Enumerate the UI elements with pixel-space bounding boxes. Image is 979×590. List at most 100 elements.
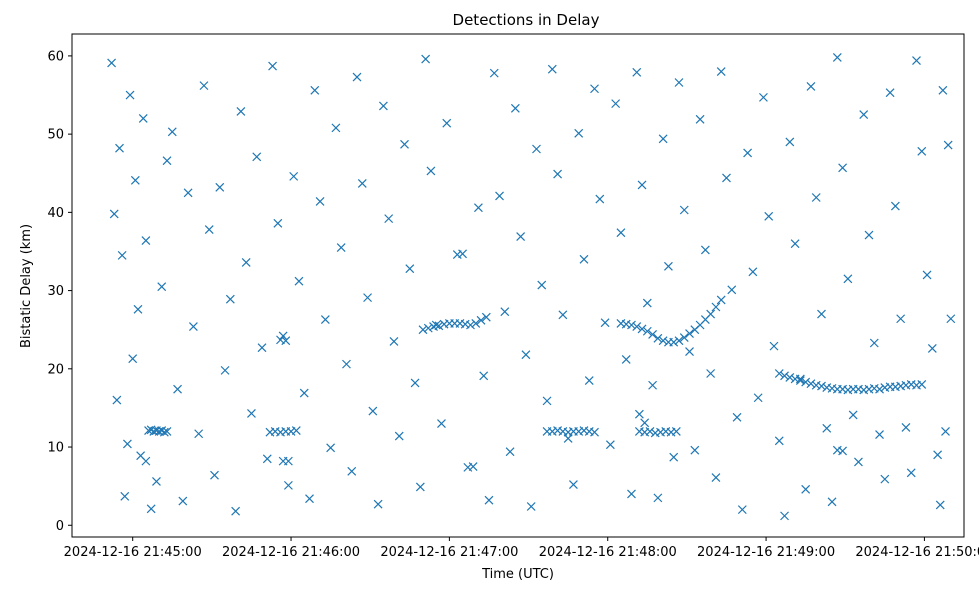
y-tick-label: 10 bbox=[47, 441, 64, 456]
data-point-marker bbox=[885, 88, 895, 98]
data-point-marker bbox=[236, 107, 246, 116]
data-point-marker bbox=[347, 466, 357, 476]
data-point-marker bbox=[927, 344, 937, 353]
data-point-marker bbox=[473, 203, 483, 213]
data-point-marker bbox=[875, 384, 884, 394]
data-point-marker bbox=[690, 445, 700, 455]
data-point-marker bbox=[600, 318, 610, 328]
data-point-marker bbox=[532, 144, 541, 154]
data-point-marker bbox=[671, 426, 681, 436]
data-point-marker bbox=[817, 309, 826, 319]
y-tick-label: 0 bbox=[56, 519, 64, 534]
data-point-marker bbox=[764, 211, 774, 221]
data-point-marker bbox=[706, 369, 716, 378]
data-point-marker bbox=[743, 148, 753, 158]
data-point-marker bbox=[120, 491, 130, 501]
y-tick-label: 60 bbox=[47, 49, 64, 64]
data-point-marker bbox=[859, 110, 869, 119]
data-point-marker bbox=[373, 499, 383, 509]
data-point-marker bbox=[669, 452, 679, 462]
data-point-marker bbox=[516, 232, 526, 242]
x-axis-title: Time (UTC) bbox=[481, 567, 554, 582]
data-point-marker bbox=[801, 484, 811, 494]
data-point-marker bbox=[122, 439, 132, 449]
x-tick-label: 2024-12-16 21:46:00 bbox=[222, 545, 360, 560]
data-point-marker bbox=[152, 477, 161, 486]
y-tick-label: 20 bbox=[47, 362, 64, 377]
data-point-marker bbox=[869, 338, 879, 348]
data-point-marker bbox=[648, 329, 658, 339]
data-point-marker bbox=[241, 257, 251, 267]
data-point-marker bbox=[563, 434, 573, 443]
data-point-marker bbox=[890, 201, 900, 211]
data-point-marker bbox=[917, 146, 927, 156]
data-point-marker bbox=[785, 137, 795, 147]
data-point-marker bbox=[611, 99, 621, 109]
data-point-marker bbox=[637, 180, 647, 190]
data-point-marker bbox=[875, 430, 884, 439]
data-point-marker bbox=[595, 194, 605, 204]
data-point-marker bbox=[817, 381, 826, 391]
data-point-marker bbox=[484, 495, 494, 505]
data-point-marker bbox=[658, 336, 668, 346]
data-point-marker bbox=[679, 333, 689, 342]
data-point-marker bbox=[107, 58, 117, 68]
data-point-marker bbox=[811, 193, 821, 202]
data-point-marker bbox=[653, 493, 663, 503]
data-point-marker bbox=[941, 426, 950, 436]
data-point-marker bbox=[722, 173, 731, 183]
data-point-marker bbox=[640, 418, 650, 428]
data-point-marker bbox=[138, 114, 148, 123]
data-point-marker bbox=[590, 427, 599, 437]
data-point-marker bbox=[780, 511, 789, 521]
data-point-marker bbox=[283, 480, 293, 490]
data-point-marker bbox=[357, 178, 367, 188]
x-tick-label: 2024-12-16 21:45:00 bbox=[64, 545, 202, 560]
data-point-marker bbox=[117, 250, 127, 260]
data-point-marker bbox=[637, 324, 647, 334]
data-point-marker bbox=[737, 505, 747, 515]
data-point-marker bbox=[664, 261, 673, 271]
data-point-marker bbox=[471, 319, 481, 328]
data-point-marker bbox=[790, 239, 800, 249]
x-tick-label: 2024-12-16 21:48:00 bbox=[539, 545, 677, 560]
data-point-marker bbox=[299, 388, 309, 398]
data-point-marker bbox=[574, 128, 584, 138]
data-point-marker bbox=[632, 67, 642, 77]
data-point-marker bbox=[384, 214, 394, 224]
data-point-marker bbox=[700, 245, 710, 255]
data-point-marker bbox=[732, 412, 742, 422]
data-point-marker bbox=[917, 380, 927, 389]
data-point-marker bbox=[188, 322, 198, 331]
data-point-marker bbox=[199, 81, 209, 91]
data-point-marker bbox=[294, 276, 304, 286]
data-point-marker bbox=[167, 127, 177, 137]
data-point-marker bbox=[141, 236, 151, 245]
data-point-marker bbox=[935, 500, 945, 510]
data-point-marker bbox=[642, 298, 652, 308]
x-tick-label: 2024-12-16 21:47:00 bbox=[380, 545, 518, 560]
y-axis: 0 10 20 30 40 50 60 bbox=[47, 49, 72, 534]
y-tick-label: 30 bbox=[47, 284, 64, 299]
data-point-marker bbox=[711, 302, 721, 312]
data-point-marker bbox=[822, 423, 832, 433]
data-point-marker bbox=[289, 171, 299, 181]
data-point-marker bbox=[584, 376, 594, 385]
data-point-marker bbox=[510, 103, 520, 113]
data-point-marker bbox=[437, 419, 446, 428]
data-point-marker bbox=[115, 143, 124, 153]
data-point-marker bbox=[685, 347, 694, 357]
data-point-marker bbox=[183, 188, 193, 198]
data-point-marker bbox=[711, 473, 721, 482]
data-point-marker bbox=[146, 504, 156, 514]
data-point-marker bbox=[336, 243, 346, 252]
data-point-marker bbox=[568, 480, 578, 490]
chart-title: Detections in Delay bbox=[453, 11, 600, 29]
y-tick-label: 50 bbox=[47, 128, 64, 143]
data-point-marker bbox=[262, 454, 272, 464]
data-point-marker bbox=[410, 378, 420, 388]
data-point-marker bbox=[759, 92, 768, 102]
data-point-marker bbox=[769, 341, 779, 351]
data-point-marker bbox=[352, 72, 362, 82]
